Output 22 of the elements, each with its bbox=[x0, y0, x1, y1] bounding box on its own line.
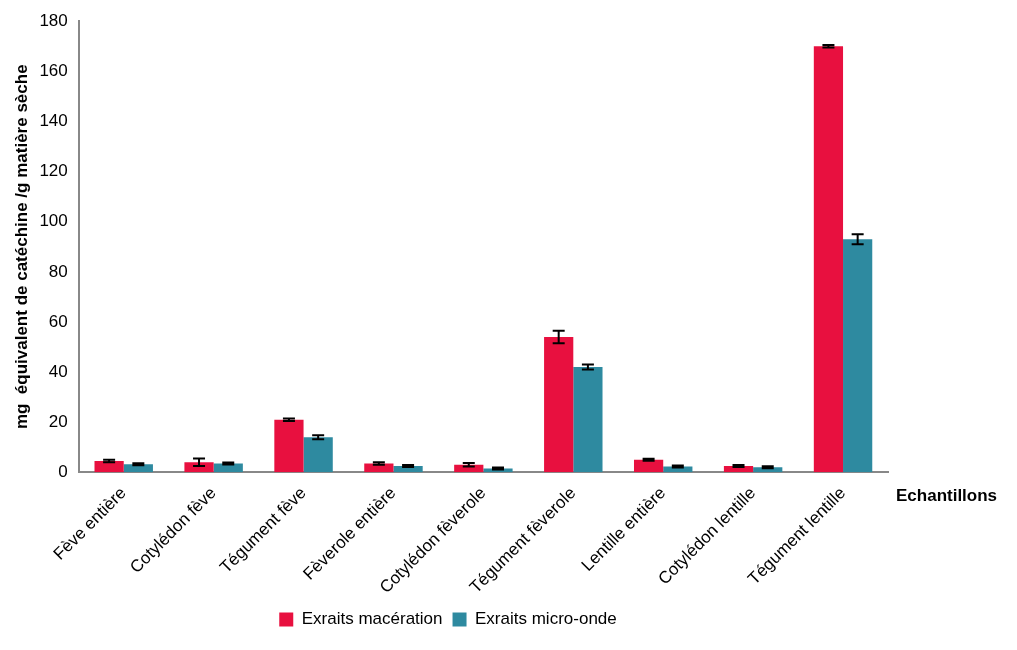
y-tick-label: 100 bbox=[39, 211, 68, 231]
bar bbox=[303, 437, 333, 473]
bar bbox=[813, 46, 844, 473]
bar bbox=[94, 461, 124, 473]
bar bbox=[573, 367, 603, 473]
bar bbox=[544, 337, 574, 473]
bar bbox=[843, 239, 873, 473]
y-tick-label: 40 bbox=[48, 361, 68, 381]
bar bbox=[184, 462, 214, 473]
y-tick-label: 20 bbox=[48, 411, 68, 431]
y-tick-label: 140 bbox=[39, 111, 68, 131]
legend-label: Exraits macération bbox=[301, 609, 443, 629]
y-tick-label: 80 bbox=[48, 261, 68, 281]
y-tick-label: 0 bbox=[58, 462, 68, 482]
y-tick-label: 160 bbox=[39, 61, 68, 81]
y-tick-label: 60 bbox=[48, 311, 68, 331]
y-tick-label: 180 bbox=[39, 10, 68, 30]
y-tick-label: 120 bbox=[39, 161, 68, 181]
bar bbox=[274, 419, 304, 473]
y-axis-title: mg équivalent de catéchine /g matière sèche bbox=[11, 64, 31, 430]
x-axis-title: Echantillons bbox=[896, 486, 998, 506]
legend-label: Exraits micro-onde bbox=[475, 609, 617, 629]
